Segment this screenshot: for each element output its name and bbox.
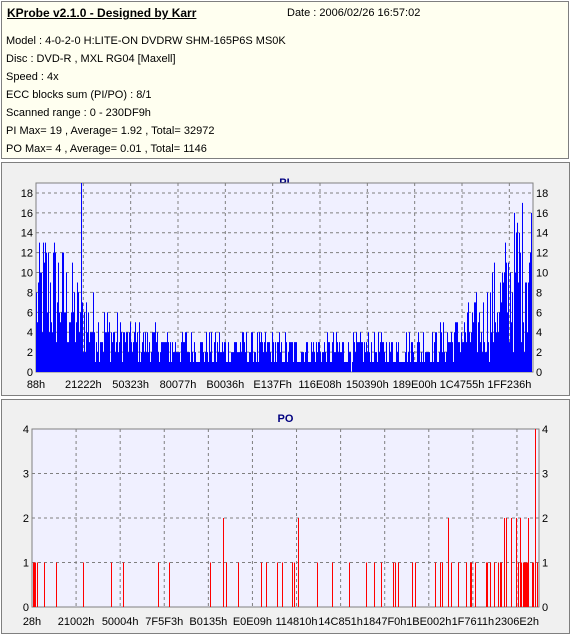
x-tick-label: 14C851h — [318, 616, 363, 628]
y-tick-label-left: 1 — [23, 558, 29, 570]
y-tick-label-left: 2 — [23, 513, 29, 525]
x-tick-label: B0135h — [189, 616, 227, 628]
y-tick-label-left: 10 — [21, 268, 33, 280]
x-tick-label: 80077h — [160, 379, 197, 391]
x-tick-label: 189E00h — [393, 379, 437, 391]
y-tick-label-right: 3 — [542, 469, 548, 481]
x-tick-label: E0E09h — [233, 616, 272, 628]
x-tick-label: 88h — [27, 379, 45, 391]
y-tick-label-right: 4 — [536, 327, 542, 339]
y-tick-label-right: 10 — [536, 268, 548, 280]
x-tick-label: 2306E2h — [495, 616, 539, 628]
y-tick-label-right: 0 — [542, 602, 548, 614]
y-tick-label-left: 0 — [23, 602, 29, 614]
y-tick-label-right: 1 — [542, 558, 548, 570]
x-tick-label: 1F7611h — [452, 616, 495, 628]
plot-area — [35, 182, 534, 373]
info-range: Scanned range : 0 - 230DF9h — [6, 107, 151, 119]
x-tick-label: 28h — [23, 616, 41, 628]
info-model: Model : 4-0-2-0 H:LITE-ON DVDRW SHM-165P… — [6, 35, 286, 47]
y-tick-label-left: 6 — [27, 307, 33, 319]
x-tick-label: 50004h — [102, 616, 139, 628]
info-panel: KProbe v2.1.0 - Designed by Karr Date : … — [1, 1, 569, 159]
x-tick-label: E137Fh — [253, 379, 292, 391]
x-tick-label: 1847F0h — [363, 616, 406, 628]
y-tick-label-right: 16 — [536, 208, 548, 220]
info-disc: Disc : DVD-R , MXL RG04 [Maxell] — [6, 53, 176, 65]
x-tick-label: 50323h — [112, 379, 149, 391]
y-tick-label-left: 16 — [21, 208, 33, 220]
x-tick-label: 1FF236h — [487, 379, 531, 391]
chart-title: PO — [278, 413, 294, 425]
po-chart: PO 0 0 1 1 2 2 3 3 4 4 28h 21002h 50004h 7F5F3h B0135h E… — [23, 413, 548, 628]
info-ecc: ECC blocks sum (PI/PO) : 8/1 — [6, 89, 152, 101]
x-tick-label: 150390h — [346, 379, 389, 391]
y-tick-label-right: 18 — [536, 188, 548, 200]
info-po-stats: PO Max= 4 , Average= 0.01 , Total= 1146 — [6, 143, 207, 155]
po-chart-panel: PO 0 0 1 1 2 2 3 3 4 4 28h 21002h 50004h 7F5F3h B0135h E… — [1, 399, 570, 634]
info-pi-stats: PI Max= 19 , Average= 1.92 , Total= 3297… — [6, 125, 215, 137]
series-bars — [33, 429, 538, 607]
pi-chart: PI00224466881010121214141616181888h21222… — [21, 177, 549, 391]
y-tick-label-right: 0 — [536, 367, 542, 379]
y-tick-label-left: 0 — [27, 367, 33, 379]
y-tick-label-left: 3 — [23, 469, 29, 481]
y-tick-label-left: 12 — [21, 248, 33, 260]
y-tick-label-left: 4 — [27, 327, 33, 339]
pi-chart-panel: PI00224466881010121214141616181888h21222… — [1, 162, 570, 396]
y-tick-label-right: 4 — [542, 424, 548, 436]
x-tick-label: 116E08h — [298, 379, 341, 391]
series-bars — [36, 183, 532, 372]
y-tick-label-left: 18 — [21, 188, 33, 200]
y-tick-label-left: 8 — [27, 287, 33, 299]
y-tick-label-right: 14 — [536, 228, 548, 240]
y-tick-label-right: 8 — [536, 287, 542, 299]
scan-date: Date : 2006/02/26 16:57:02 — [287, 7, 421, 19]
x-tick-label: 21002h — [58, 616, 95, 628]
x-tick-label: 21222h — [65, 379, 102, 391]
y-tick-label-left: 2 — [27, 347, 33, 359]
y-tick-label-left: 4 — [23, 424, 29, 436]
y-tick-label-right: 6 — [536, 307, 542, 319]
x-tick-label: B0036h — [206, 379, 244, 391]
x-tick-label: 114810h — [276, 616, 318, 628]
x-tick-label: 1C4755h — [440, 379, 485, 391]
y-tick-label-right: 2 — [536, 347, 542, 359]
y-tick-label-right: 12 — [536, 248, 548, 260]
x-tick-label: 7F5F3h — [145, 616, 183, 628]
x-tick-label: 1BE002h — [406, 616, 451, 628]
app-title: KProbe v2.1.0 - Designed by Karr — [7, 6, 197, 20]
y-tick-label-left: 14 — [21, 228, 33, 240]
y-tick-label-right: 2 — [542, 513, 548, 525]
info-speed: Speed : 4x — [6, 71, 59, 83]
